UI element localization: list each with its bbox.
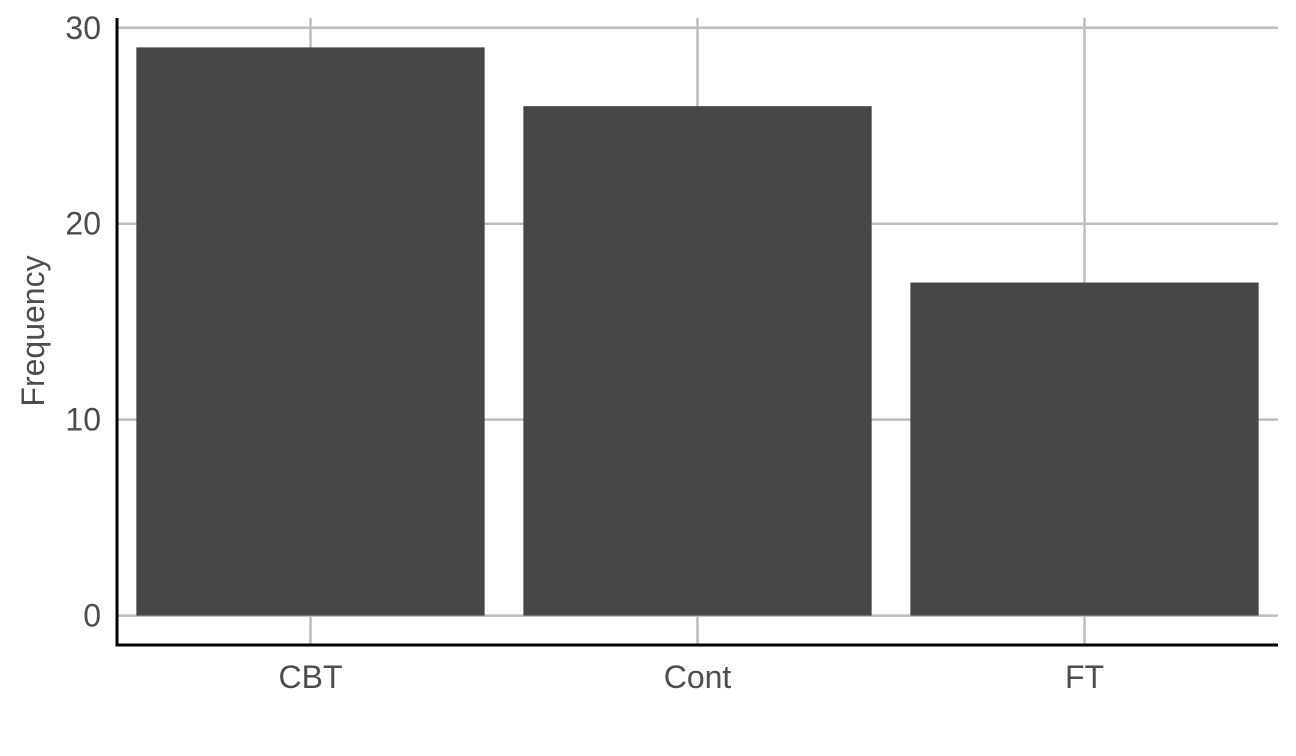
y-tick-label-10: 10 <box>65 402 101 438</box>
x-tick-label-cbt: CBT <box>279 659 343 695</box>
y-axis-title: Frequency <box>15 255 51 406</box>
x-tick-label-ft: FT <box>1065 659 1104 695</box>
x-tick-label-cont: Cont <box>664 659 732 695</box>
bar-cont <box>523 106 872 616</box>
bars <box>136 47 1259 616</box>
bar-ft <box>910 282 1259 616</box>
axes <box>115 18 1278 647</box>
bar-cbt <box>136 47 485 616</box>
x-tick-labels: CBT Cont FT <box>279 659 1105 695</box>
y-tick-labels: 0 10 20 30 <box>65 10 101 634</box>
y-tick-label-30: 30 <box>65 10 101 46</box>
y-tick-label-0: 0 <box>83 598 101 634</box>
y-tick-label-20: 20 <box>65 206 101 242</box>
